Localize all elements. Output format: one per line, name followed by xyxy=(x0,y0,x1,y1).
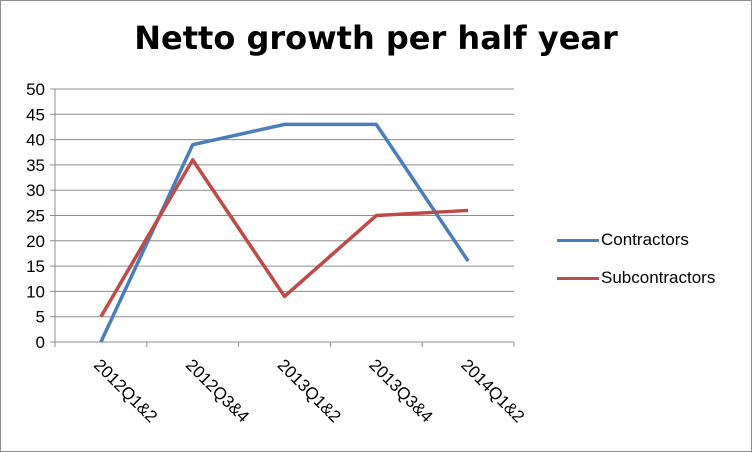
y-tick-label: 0 xyxy=(36,333,45,352)
y-tick-label: 50 xyxy=(26,80,45,99)
legend-swatch-subcontractors xyxy=(557,276,599,280)
x-tick-label: 2014Q1&2 xyxy=(457,355,528,426)
x-tick-label: 2012Q1&2 xyxy=(90,355,161,426)
series-line-contractors xyxy=(99,122,470,343)
y-tick-label: 25 xyxy=(26,207,45,226)
y-tick-label: 10 xyxy=(26,282,45,301)
y-axis-tick-labels: 0 5 10 15 20 25 30 35 40 45 50 xyxy=(26,80,45,352)
x-tick-label: 2012Q3&4 xyxy=(182,355,253,426)
x-tick-label: 2013Q3&4 xyxy=(365,355,436,426)
axes xyxy=(50,88,515,347)
y-tick-label: 45 xyxy=(26,105,45,124)
series-line-subcontractors xyxy=(99,158,469,318)
y-tick-label: 20 xyxy=(26,232,45,251)
legend-swatch-contractors xyxy=(557,238,599,242)
chart-title: Netto growth per half year xyxy=(134,19,618,57)
x-axis-tick-labels: 2012Q1&2 2012Q3&4 2013Q1&2 2013Q3&4 2014Q1&2 xyxy=(90,355,528,426)
y-tick-label: 35 xyxy=(26,156,45,175)
legend-label-contractors: Contractors xyxy=(601,230,689,249)
y-tick-label: 15 xyxy=(26,257,45,276)
y-tick-label: 40 xyxy=(26,131,45,150)
series-lines xyxy=(99,122,470,343)
legend-item-contractors: Contractors xyxy=(557,228,689,252)
x-tick-label: 2013Q1&2 xyxy=(274,355,345,426)
legend-item-subcontractors: Subcontractors xyxy=(557,266,715,290)
legend-label-subcontractors: Subcontractors xyxy=(601,268,716,287)
y-tick-label: 5 xyxy=(36,308,45,327)
y-tick-label: 30 xyxy=(26,181,45,200)
